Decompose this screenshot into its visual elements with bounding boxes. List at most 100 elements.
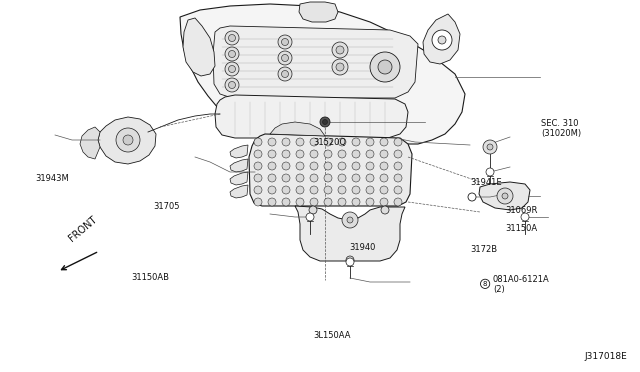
Circle shape (310, 150, 318, 158)
Polygon shape (230, 185, 248, 198)
Polygon shape (299, 2, 338, 22)
Circle shape (254, 174, 262, 182)
Circle shape (268, 150, 276, 158)
Circle shape (352, 150, 360, 158)
Polygon shape (479, 182, 530, 210)
Circle shape (380, 198, 388, 206)
Circle shape (438, 36, 446, 44)
Circle shape (324, 174, 332, 182)
Circle shape (378, 60, 392, 74)
Text: 31940: 31940 (349, 243, 375, 252)
Circle shape (268, 162, 276, 170)
Circle shape (366, 174, 374, 182)
Polygon shape (80, 127, 100, 159)
Circle shape (282, 186, 290, 194)
Circle shape (366, 150, 374, 158)
Circle shape (487, 144, 493, 150)
Polygon shape (295, 206, 405, 261)
Circle shape (346, 258, 354, 266)
Circle shape (486, 168, 494, 176)
Circle shape (278, 35, 292, 49)
Text: 31150AB: 31150AB (131, 273, 169, 282)
Circle shape (432, 30, 452, 50)
Circle shape (366, 162, 374, 170)
Circle shape (366, 198, 374, 206)
Circle shape (394, 162, 402, 170)
Circle shape (228, 51, 236, 58)
Text: SEC. 310
(31020M): SEC. 310 (31020M) (541, 119, 581, 138)
Circle shape (123, 135, 133, 145)
Circle shape (323, 119, 328, 125)
Circle shape (282, 174, 290, 182)
Circle shape (225, 47, 239, 61)
Polygon shape (249, 134, 412, 206)
Circle shape (338, 138, 346, 146)
Polygon shape (487, 144, 493, 153)
Circle shape (336, 46, 344, 54)
Circle shape (282, 55, 289, 61)
Circle shape (380, 186, 388, 194)
Circle shape (254, 198, 262, 206)
Text: 3L150AA: 3L150AA (314, 331, 351, 340)
Circle shape (352, 138, 360, 146)
Circle shape (228, 81, 236, 89)
Circle shape (268, 174, 276, 182)
Circle shape (268, 138, 276, 146)
Circle shape (306, 213, 314, 221)
Circle shape (366, 186, 374, 194)
Circle shape (342, 212, 358, 228)
Circle shape (336, 63, 344, 71)
Polygon shape (98, 117, 156, 164)
Circle shape (296, 162, 304, 170)
Circle shape (309, 206, 317, 214)
Text: 31069R: 31069R (506, 206, 538, 215)
Circle shape (332, 59, 348, 75)
Circle shape (347, 217, 353, 223)
Circle shape (254, 150, 262, 158)
Circle shape (296, 150, 304, 158)
Circle shape (352, 174, 360, 182)
Circle shape (483, 140, 497, 154)
Circle shape (282, 198, 290, 206)
Circle shape (380, 162, 388, 170)
Circle shape (394, 186, 402, 194)
Circle shape (116, 128, 140, 152)
Circle shape (380, 150, 388, 158)
Circle shape (282, 150, 290, 158)
Circle shape (521, 213, 529, 221)
Circle shape (394, 150, 402, 158)
Circle shape (310, 138, 318, 146)
Circle shape (268, 198, 276, 206)
Circle shape (324, 138, 332, 146)
Circle shape (296, 138, 304, 146)
Circle shape (481, 279, 490, 288)
Circle shape (268, 186, 276, 194)
Circle shape (320, 117, 330, 127)
Circle shape (225, 31, 239, 45)
Polygon shape (230, 159, 248, 172)
Circle shape (296, 186, 304, 194)
Circle shape (254, 138, 262, 146)
Circle shape (338, 150, 346, 158)
Circle shape (366, 138, 374, 146)
Circle shape (278, 67, 292, 81)
Circle shape (394, 174, 402, 182)
Circle shape (228, 35, 236, 42)
Circle shape (310, 186, 318, 194)
Circle shape (282, 138, 290, 146)
Circle shape (282, 162, 290, 170)
Text: 31520Q: 31520Q (314, 138, 347, 147)
Circle shape (296, 198, 304, 206)
Polygon shape (230, 172, 248, 185)
Circle shape (225, 78, 239, 92)
Text: 3172B: 3172B (470, 245, 497, 254)
Circle shape (324, 162, 332, 170)
Circle shape (497, 188, 513, 204)
Text: 8: 8 (483, 281, 488, 287)
Circle shape (338, 186, 346, 194)
Ellipse shape (358, 45, 413, 90)
Circle shape (380, 174, 388, 182)
Text: 31705: 31705 (154, 202, 180, 211)
Polygon shape (180, 4, 465, 144)
Text: 31150A: 31150A (506, 224, 538, 233)
